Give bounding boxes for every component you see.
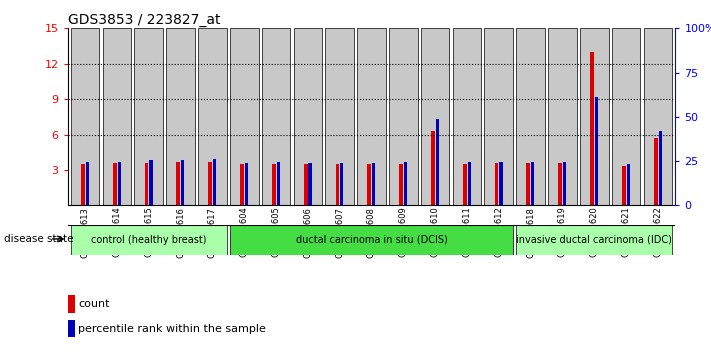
FancyBboxPatch shape [516, 225, 673, 255]
Bar [421, 28, 449, 205]
Bar [463, 164, 466, 205]
FancyBboxPatch shape [230, 225, 513, 255]
Bar [336, 164, 339, 205]
Text: ductal carcinoma in situ (DCIS): ductal carcinoma in situ (DCIS) [296, 235, 447, 245]
Bar [627, 164, 630, 205]
Bar [516, 28, 545, 205]
Bar [149, 160, 153, 205]
Bar [453, 28, 481, 205]
Bar [590, 52, 594, 205]
Bar [166, 28, 195, 205]
Bar [176, 162, 180, 205]
Bar [431, 131, 435, 205]
Bar [658, 131, 662, 205]
Bar [548, 28, 577, 205]
Bar [144, 163, 149, 205]
Bar [372, 163, 375, 205]
Bar [499, 162, 503, 205]
FancyBboxPatch shape [70, 225, 227, 255]
Bar [468, 162, 471, 205]
Bar [294, 28, 322, 205]
Text: control (healthy breast): control (healthy breast) [91, 235, 206, 245]
Bar [368, 164, 371, 205]
Bar [484, 28, 513, 205]
Bar [643, 28, 673, 205]
Bar [68, 295, 75, 313]
Bar [68, 320, 75, 337]
Bar [245, 163, 248, 205]
Bar [595, 97, 598, 205]
Text: percentile rank within the sample: percentile rank within the sample [78, 324, 267, 334]
Text: GDS3853 / 223827_at: GDS3853 / 223827_at [68, 13, 220, 27]
Bar [134, 28, 163, 205]
Bar [611, 28, 641, 205]
Bar [198, 28, 227, 205]
Bar [404, 162, 407, 205]
Bar [389, 28, 417, 205]
Bar [262, 28, 290, 205]
Bar [117, 162, 121, 205]
Bar [240, 164, 244, 205]
Bar [272, 164, 276, 205]
Bar [399, 164, 403, 205]
Bar [436, 119, 439, 205]
Bar [213, 159, 216, 205]
Text: disease state: disease state [4, 234, 73, 244]
Bar [531, 162, 535, 205]
Bar [580, 28, 609, 205]
Bar [622, 166, 626, 205]
Bar [230, 28, 259, 205]
Bar [357, 28, 386, 205]
Bar [326, 28, 354, 205]
Bar [102, 28, 132, 205]
Bar [563, 162, 566, 205]
Bar [113, 163, 117, 205]
Bar [86, 162, 89, 205]
Text: invasive ductal carcinoma (IDC): invasive ductal carcinoma (IDC) [516, 235, 672, 245]
Bar [558, 163, 562, 205]
Bar [81, 164, 85, 205]
Bar [341, 163, 343, 205]
Bar [181, 160, 184, 205]
Bar [527, 163, 530, 205]
Bar [70, 28, 100, 205]
Bar [304, 164, 308, 205]
Bar [208, 162, 212, 205]
Bar [654, 138, 658, 205]
Bar [277, 162, 280, 205]
Bar [309, 163, 311, 205]
Bar [495, 163, 498, 205]
Text: count: count [78, 299, 110, 309]
